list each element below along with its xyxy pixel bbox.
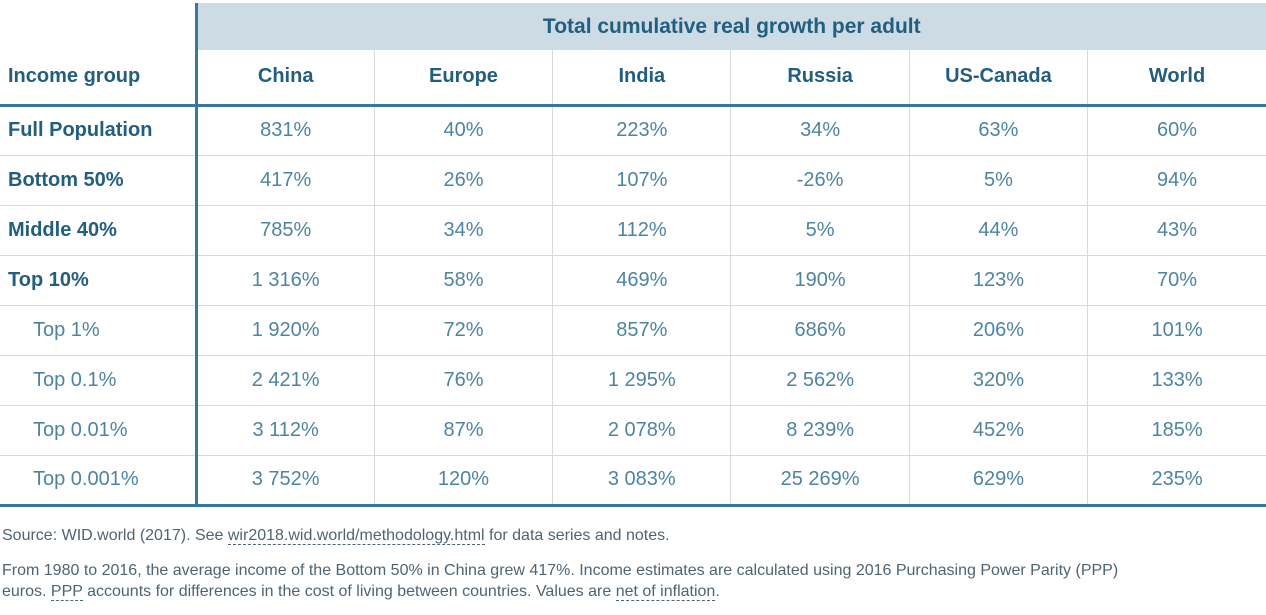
value-cell: 107% (552, 154, 731, 205)
value-cell: 5% (908, 154, 1088, 205)
value-cell: 5% (730, 204, 910, 255)
value-cell: 2 421% (194, 354, 375, 405)
note-line2-mid: accounts for differences in the cost of … (82, 583, 616, 601)
row-label: Bottom 50% (0, 154, 197, 205)
value-cell: 94% (1087, 154, 1266, 205)
value-cell: 629% (908, 454, 1088, 507)
column-header-world: World (1087, 50, 1266, 107)
row-label: Top 1% (0, 304, 197, 355)
table-title: Total cumulative real growth per adult (194, 3, 1266, 50)
value-cell: 112% (552, 204, 731, 255)
row-label: Middle 40% (0, 204, 197, 255)
value-cell: 34% (373, 204, 553, 255)
value-cell: 185% (1087, 404, 1266, 455)
value-cell: 44% (908, 204, 1088, 255)
value-cell: 1 295% (552, 354, 731, 405)
column-header-india: India (552, 50, 731, 107)
row-label: Top 0.001% (0, 454, 197, 507)
value-cell: 320% (908, 354, 1088, 405)
value-cell: 133% (1087, 354, 1266, 405)
value-cell: 1 920% (194, 304, 375, 355)
value-cell: 3 752% (194, 454, 375, 507)
ppp-glossary-term[interactable]: PPP (50, 583, 83, 602)
value-cell: 123% (908, 254, 1088, 305)
column-header-china: China (194, 50, 375, 107)
reading-note: From 1980 to 2016, the average income of… (2, 561, 1264, 603)
net-of-inflation-glossary-term[interactable]: net of inflation (615, 583, 716, 602)
source-suffix: for data series and notes. (484, 526, 670, 544)
table-row-top-0-001: Top 0.001% 3 752% 120% 3 083% 25 269% 629% 235… (0, 454, 1266, 507)
growth-table: Total cumulative real growth per adult I… (0, 3, 1266, 507)
methodology-link[interactable]: wir2018.wid.world/methodology.html (227, 526, 485, 545)
value-cell: 469% (552, 254, 731, 305)
column-header-europe: Europe (373, 50, 553, 107)
column-header-income-group: Income group (0, 50, 197, 107)
note-line2-end: . (715, 583, 720, 601)
corner-cell (0, 3, 197, 50)
table-row-middle-40: Middle 40% 785% 34% 112% 5% 44% 43% (0, 204, 1266, 255)
row-label: Top 10% (0, 254, 197, 305)
value-cell: 417% (194, 154, 375, 205)
row-label: Top 0.1% (0, 354, 197, 405)
note-line1: From 1980 to 2016, the average income of… (2, 562, 1119, 580)
table-row-top-1: Top 1% 1 920% 72% 857% 686% 206% 101% (0, 304, 1266, 355)
value-cell: 87% (373, 404, 553, 455)
report-table-page: Total cumulative real growth per adult I… (0, 3, 1266, 603)
value-cell: 70% (1087, 254, 1266, 305)
table-row-top-10: Top 10% 1 316% 58% 469% 190% 123% 70% (0, 254, 1266, 305)
value-cell: 60% (1087, 105, 1266, 155)
value-cell: 2 078% (552, 404, 731, 455)
value-cell: 58% (373, 254, 553, 305)
value-cell: 686% (730, 304, 910, 355)
value-cell: 3 112% (194, 404, 375, 455)
value-cell: 190% (730, 254, 910, 305)
value-cell: 72% (373, 304, 553, 355)
row-label: Top 0.01% (0, 404, 197, 455)
table-row-bottom-50: Bottom 50% 417% 26% 107% -26% 5% 94% (0, 154, 1266, 205)
value-cell: 452% (908, 404, 1088, 455)
value-cell: 235% (1087, 454, 1266, 507)
value-cell: 34% (730, 105, 910, 155)
value-cell: 120% (373, 454, 553, 507)
value-cell: 8 239% (730, 404, 910, 455)
value-cell: 223% (552, 105, 731, 155)
note-line2-start: euros. (2, 583, 51, 601)
row-label: Full Population (8, 119, 153, 141)
value-cell: 43% (1087, 204, 1266, 255)
value-cell: 2 562% (730, 354, 910, 405)
value-cell: 76% (373, 354, 553, 405)
value-cell: 831% (194, 105, 375, 155)
column-header-us-canada: US-Canada (908, 50, 1088, 107)
value-cell: 63% (908, 105, 1088, 155)
value-cell: 857% (552, 304, 731, 355)
table-row-top-0-01: Top 0.01% 3 112% 87% 2 078% 8 239% 452% 185% (0, 404, 1266, 455)
table-row-full-population: Full Population 831% 40% 223% 34% 63% 60% (0, 105, 1266, 155)
spanner-row: Total cumulative real growth per adult (0, 3, 1266, 50)
table-row-top-0-1: Top 0.1% 2 421% 76% 1 295% 2 562% 320% 133% (0, 354, 1266, 405)
value-cell: 3 083% (552, 454, 731, 507)
footnotes: Source: WID.world (2017). See wir2018.wi… (0, 507, 1266, 603)
value-cell: 25 269% (730, 454, 910, 507)
value-cell: 785% (194, 204, 375, 255)
source-note: Source: WID.world (2017). See wir2018.wi… (2, 526, 1264, 547)
column-header-russia: Russia (730, 50, 910, 107)
table-body: Full Population 831% 40% 223% 34% 63% 60% Botto… (0, 105, 1266, 507)
value-cell: 26% (373, 154, 553, 205)
value-cell: 40% (373, 105, 553, 155)
value-cell: 101% (1087, 304, 1266, 355)
value-cell: 206% (908, 304, 1088, 355)
column-header-row: Income group China Europe India Russia US-Can… (0, 50, 1266, 107)
value-cell: 1 316% (194, 254, 375, 305)
source-prefix: Source: WID.world (2017). See (2, 526, 228, 544)
value-cell: -26% (730, 154, 910, 205)
